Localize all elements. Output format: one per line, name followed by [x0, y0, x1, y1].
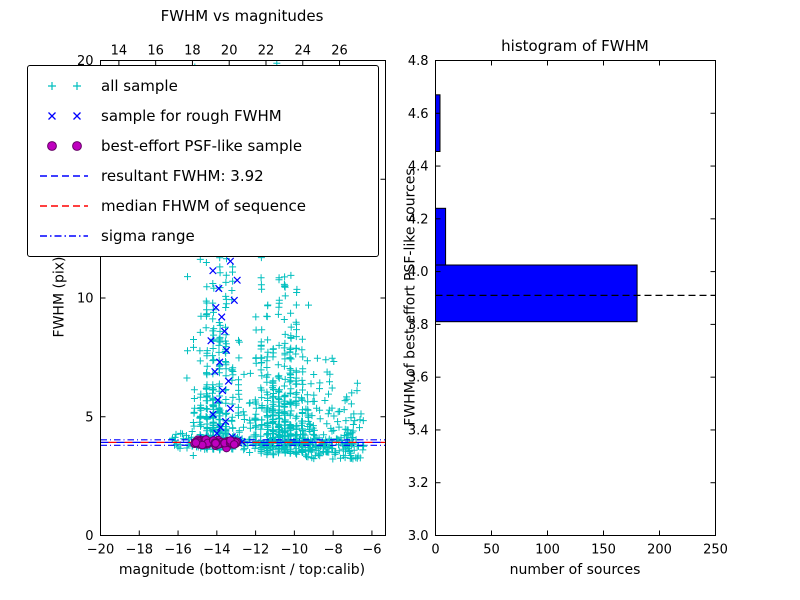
- psf-like-sample-points: [190, 435, 241, 453]
- svg-text:3.2: 3.2: [408, 476, 429, 491]
- svg-text:−20: −20: [87, 543, 114, 558]
- left-y-axis-label: FWHM (pix): [51, 256, 68, 338]
- svg-text:0: 0: [431, 543, 439, 558]
- right-axes-frame: [435, 60, 716, 536]
- legend-label: all sample: [101, 77, 178, 95]
- legend-x-marker-icon: [48, 112, 81, 120]
- legend-label: best-effort PSF-like sample: [101, 137, 303, 155]
- svg-text:14: 14: [111, 44, 128, 59]
- svg-text:−16: −16: [164, 543, 191, 558]
- histogram-bar: [435, 207, 447, 266]
- svg-text:10: 10: [77, 292, 94, 307]
- svg-text:18: 18: [184, 44, 201, 59]
- svg-text:24: 24: [294, 44, 311, 59]
- legend-label: sigma range: [101, 227, 195, 245]
- legend: all sample sample for rough FWHM best-effo…: [27, 65, 379, 257]
- svg-text:200: 200: [647, 543, 672, 558]
- legend-item: resultant FWHM: 3.92: [37, 161, 369, 191]
- svg-text:3.8: 3.8: [408, 318, 429, 333]
- svg-text:−6: −6: [362, 543, 381, 558]
- legend-item: sigma range: [37, 221, 369, 251]
- legend-label: resultant FWHM: 3.92: [101, 167, 264, 185]
- svg-text:5: 5: [85, 410, 93, 425]
- svg-text:−14: −14: [203, 543, 230, 558]
- svg-text:50: 50: [483, 543, 500, 558]
- svg-text:4.4: 4.4: [408, 160, 429, 175]
- svg-text:3.4: 3.4: [408, 423, 429, 438]
- legend-label: median FHWM of sequence: [101, 197, 306, 215]
- svg-text:3.0: 3.0: [408, 529, 429, 544]
- histogram-bar: [435, 264, 638, 323]
- svg-text:4.6: 4.6: [408, 107, 429, 122]
- svg-text:22: 22: [258, 44, 275, 59]
- legend-label: sample for rough FWHM: [101, 107, 282, 125]
- left-plot-data: [100, 60, 386, 463]
- legend-line-sample-icon: [40, 175, 88, 177]
- histogram-bar: [435, 94, 441, 153]
- legend-item: median FHWM of sequence: [37, 191, 369, 221]
- svg-text:−18: −18: [126, 543, 153, 558]
- svg-text:−8: −8: [324, 543, 343, 558]
- legend-item: sample for rough FWHM: [37, 101, 369, 131]
- svg-text:4.2: 4.2: [408, 212, 429, 227]
- legend-circle-marker-icon: [47, 141, 82, 151]
- right-plot-title: histogram of FWHM: [501, 37, 649, 55]
- legend-plus-marker-icon: [48, 82, 81, 90]
- svg-text:150: 150: [591, 543, 616, 558]
- legend-item: best-effort PSF-like sample: [37, 131, 369, 161]
- svg-text:20: 20: [221, 44, 238, 59]
- legend-line-sample-icon: [40, 205, 88, 207]
- svg-text:26: 26: [331, 44, 348, 59]
- svg-text:4.8: 4.8: [408, 54, 429, 69]
- svg-text:−10: −10: [281, 543, 308, 558]
- svg-text:100: 100: [535, 543, 560, 558]
- right-y-axis-label: FWHM of best-effort PSF-like sources: [402, 168, 419, 426]
- svg-text:0: 0: [85, 529, 93, 544]
- svg-text:250: 250: [703, 543, 728, 558]
- svg-text:4.0: 4.0: [408, 265, 429, 280]
- left-plot-title: FWHM vs magnitudes: [160, 7, 324, 25]
- right-tick-labels: 0 50 100 150 200 250 3.0 3.2 3.4 3.6 3.8 4.0 4.2 4.4 4…: [408, 54, 728, 558]
- legend-item: all sample: [37, 71, 369, 101]
- svg-text:−12: −12: [242, 543, 269, 558]
- svg-text:16: 16: [147, 44, 164, 59]
- legend-line-sample-icon: [40, 235, 88, 237]
- left-x-axis-label: magnitude (bottom:isnt / top:calib): [118, 562, 366, 578]
- right-x-axis-label: number of sources: [509, 562, 641, 578]
- svg-text:3.6: 3.6: [408, 371, 429, 386]
